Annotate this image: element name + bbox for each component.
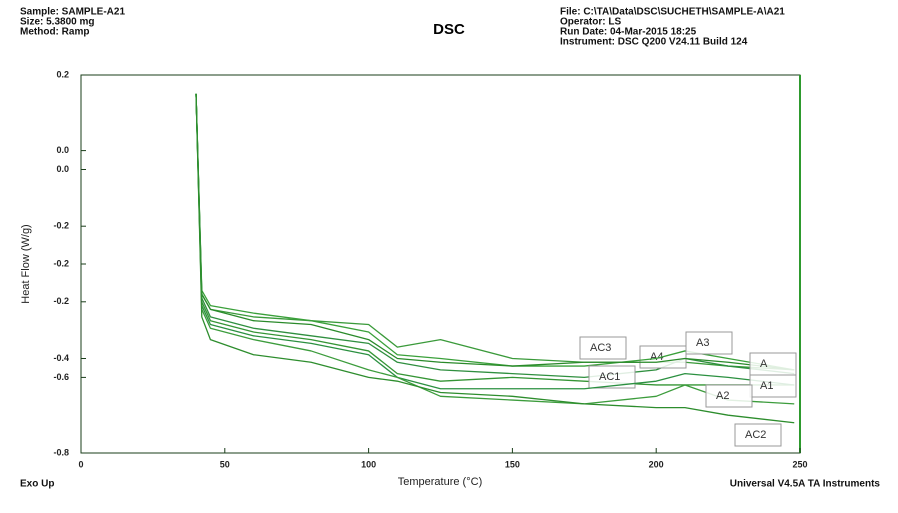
series-line bbox=[195, 93, 795, 405]
legend-label: A bbox=[760, 358, 768, 370]
y-tick-label: 0.2 bbox=[56, 69, 69, 79]
legend-label: AC1 bbox=[599, 371, 620, 383]
legend-label: A1 bbox=[760, 380, 773, 392]
x-tick-label: 100 bbox=[361, 459, 376, 469]
y-tick-label: -0.2 bbox=[53, 221, 69, 231]
legend-box bbox=[734, 423, 782, 447]
header-left: Sample: SAMPLE-A21 bbox=[20, 7, 125, 18]
series-line bbox=[195, 93, 795, 390]
header-right: Operator: LS bbox=[560, 17, 621, 28]
y-tick-label: -0.4 bbox=[53, 353, 69, 363]
header-left: Size: 5.3800 mg bbox=[20, 17, 94, 28]
series-line bbox=[195, 93, 795, 371]
header-right: Run Date: 04-Mar-2015 18:25 bbox=[560, 27, 697, 38]
header-left: Method: Ramp bbox=[20, 27, 89, 38]
legend-box bbox=[705, 384, 753, 408]
footer-left: Exo Up bbox=[20, 479, 54, 490]
y-tick-label: -0.2 bbox=[53, 258, 69, 268]
chart-title: DSC bbox=[433, 21, 465, 38]
series-line bbox=[195, 93, 795, 371]
header-right: Instrument: DSC Q200 V24.11 Build 124 bbox=[560, 37, 748, 48]
legend-label: A2 bbox=[716, 390, 729, 402]
legend-label: AC2 bbox=[745, 429, 766, 441]
y-tick-label: -0.6 bbox=[53, 372, 69, 382]
series-line bbox=[195, 93, 795, 371]
x-tick-label: 150 bbox=[505, 459, 520, 469]
y-tick-label: 0.0 bbox=[56, 164, 69, 174]
x-tick-label: 250 bbox=[792, 459, 807, 469]
y-axis-label: Heat Flow (W/g) bbox=[20, 224, 32, 303]
legend-label: AC3 bbox=[590, 342, 611, 354]
legend-box bbox=[749, 352, 797, 376]
legend-box bbox=[579, 336, 627, 360]
y-tick-label: 0.0 bbox=[56, 145, 69, 155]
x-tick-label: 200 bbox=[649, 459, 664, 469]
legend-label: A4 bbox=[650, 351, 663, 363]
y-tick-label: -0.8 bbox=[53, 447, 69, 457]
x-tick-label: 50 bbox=[220, 459, 230, 469]
footer-right: Universal V4.5A TA Instruments bbox=[730, 479, 881, 490]
x-tick-label: 0 bbox=[78, 459, 83, 469]
x-axis-label: Temperature (°C) bbox=[398, 476, 482, 488]
legend-box bbox=[588, 365, 636, 389]
series-line bbox=[195, 93, 795, 386]
legend-label: A3 bbox=[696, 337, 709, 349]
header-right: File: C:\TA\Data\DSC\SUCHETH\SAMPLE-A\A2… bbox=[560, 7, 785, 18]
legend-box bbox=[685, 331, 733, 355]
series-line bbox=[195, 93, 795, 424]
y-tick-label: -0.2 bbox=[53, 296, 69, 306]
